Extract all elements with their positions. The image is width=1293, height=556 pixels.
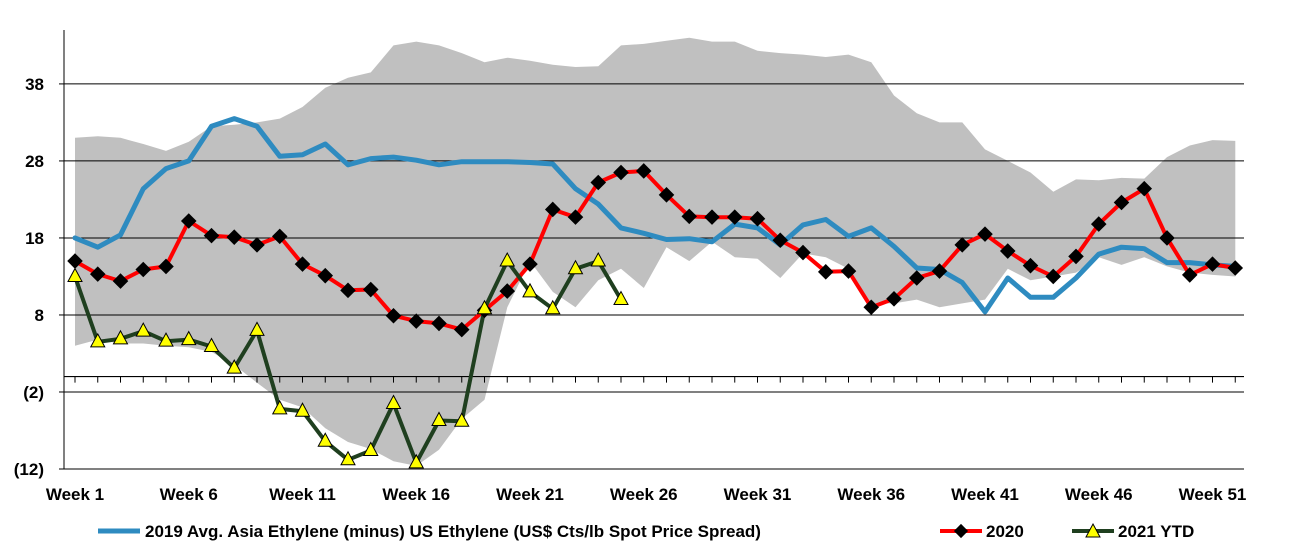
marker-2020-point [1045, 268, 1062, 285]
marker-2021-point [385, 394, 402, 410]
marker-2020-point [1181, 267, 1198, 283]
marker-2021-point [476, 299, 493, 315]
marker-2020-point [681, 208, 698, 225]
marker-2021-point [249, 321, 265, 336]
y-tick-labels: 38 28 18 8 (2) (12) [14, 75, 44, 479]
y-tick-label: (12) [14, 460, 44, 479]
marker-2020-point [613, 164, 629, 181]
marker-2021-point [317, 432, 334, 447]
x-tick-label: Week 16 [382, 485, 450, 504]
marker-2021-point [499, 251, 516, 267]
marker-2020-point [1227, 260, 1244, 276]
marker-2021-point [180, 330, 197, 346]
range-band-area [75, 37, 1236, 466]
marker-2020-point [158, 258, 174, 275]
legend-label-2021: 2021 YTD [1118, 522, 1194, 541]
marker-2020-point [203, 227, 220, 244]
marker-2021-point [408, 453, 425, 469]
marker-2021-point [340, 450, 356, 466]
marker-2020-point [1204, 256, 1221, 272]
x-tick-label: Week 6 [160, 485, 218, 504]
y-tick-label: 8 [35, 306, 44, 325]
marker-2020-point [544, 201, 561, 218]
marker-2021-point [567, 259, 584, 275]
legend-marker-2021 [1085, 522, 1101, 538]
marker-2021-point [522, 282, 538, 298]
marker-2020-point [749, 210, 766, 227]
x-tick-label: Week 21 [496, 485, 564, 504]
marker-2020-point [726, 209, 743, 225]
marker-2021-point [590, 251, 607, 267]
marker-2021-point [135, 322, 152, 337]
y-tick-label: (2) [23, 383, 44, 402]
legend-label-2019: 2019 Avg. Asia Ethylene (minus) US Ethyl… [145, 522, 761, 541]
marker-2020-point [249, 237, 265, 253]
x-tick-label: Week 11 [269, 485, 336, 504]
marker-2020-point [1068, 248, 1084, 265]
marker-2020-point [999, 243, 1016, 259]
marker-2020-point [704, 209, 720, 225]
marker-2021-point [89, 332, 106, 348]
marker-2020-point [954, 237, 971, 253]
x-tick-label: Week 36 [837, 485, 905, 504]
marker-2021-point [226, 359, 243, 374]
marker-2021-point [271, 399, 288, 415]
series-line-2019 [72, 116, 1238, 315]
marker-2021-point [203, 337, 220, 353]
marker-2021-point [294, 402, 311, 417]
marker-2020-point [658, 187, 675, 203]
marker-2020-point [1022, 257, 1039, 274]
marker-2021-point [613, 290, 629, 306]
series-line-2020 [73, 168, 1238, 332]
legend-label-2020: 2020 [986, 522, 1024, 541]
y-tick-label: 18 [25, 229, 44, 248]
marker-2020-point [1113, 194, 1130, 211]
marker-2020-point [180, 213, 197, 229]
y-tick-label: 28 [25, 152, 44, 171]
marker-2020-point [67, 253, 83, 269]
x-tick-label: Week 41 [951, 485, 1019, 504]
x-tick-label: Week 51 [1179, 485, 1247, 504]
marker-2020-point [1159, 230, 1175, 246]
marker-2021-point [67, 267, 83, 282]
marker-2021-point [431, 411, 447, 426]
legend: 2019 Avg. Asia Ethylene (minus) US Ethyl… [98, 522, 1194, 541]
marker-2020-point [977, 226, 993, 242]
axes [59, 30, 1244, 470]
marker-2020-point [226, 229, 243, 245]
x-tick-label: Week 26 [610, 485, 678, 504]
marker-2021-point [158, 332, 174, 347]
marker-2020-point [271, 228, 288, 245]
marker-2021-point [112, 329, 129, 345]
marker-2021-point [544, 299, 561, 315]
legend-marker-2020 [953, 523, 969, 539]
marker-2020-point [135, 261, 152, 278]
marker-2020-point [1136, 180, 1153, 197]
x-tick-label: Week 46 [1065, 485, 1133, 504]
marker-2021-point [453, 412, 470, 427]
x-tick-label: Week 31 [724, 485, 792, 504]
marker-2020-point [590, 174, 607, 191]
historical-range-band [75, 37, 1236, 466]
marker-2020-point [772, 232, 789, 249]
x-tick-labels: Week 1 Week 6 Week 11 Week 16 Week 21 Week 26… [46, 485, 1247, 504]
x-tick-label: Week 1 [46, 485, 104, 504]
marker-2020-point [1090, 216, 1107, 232]
y-tick-label: 38 [25, 75, 44, 94]
marker-2020-point [567, 209, 584, 225]
marker-2021-point [362, 441, 379, 457]
marker-2020-point [635, 163, 652, 179]
